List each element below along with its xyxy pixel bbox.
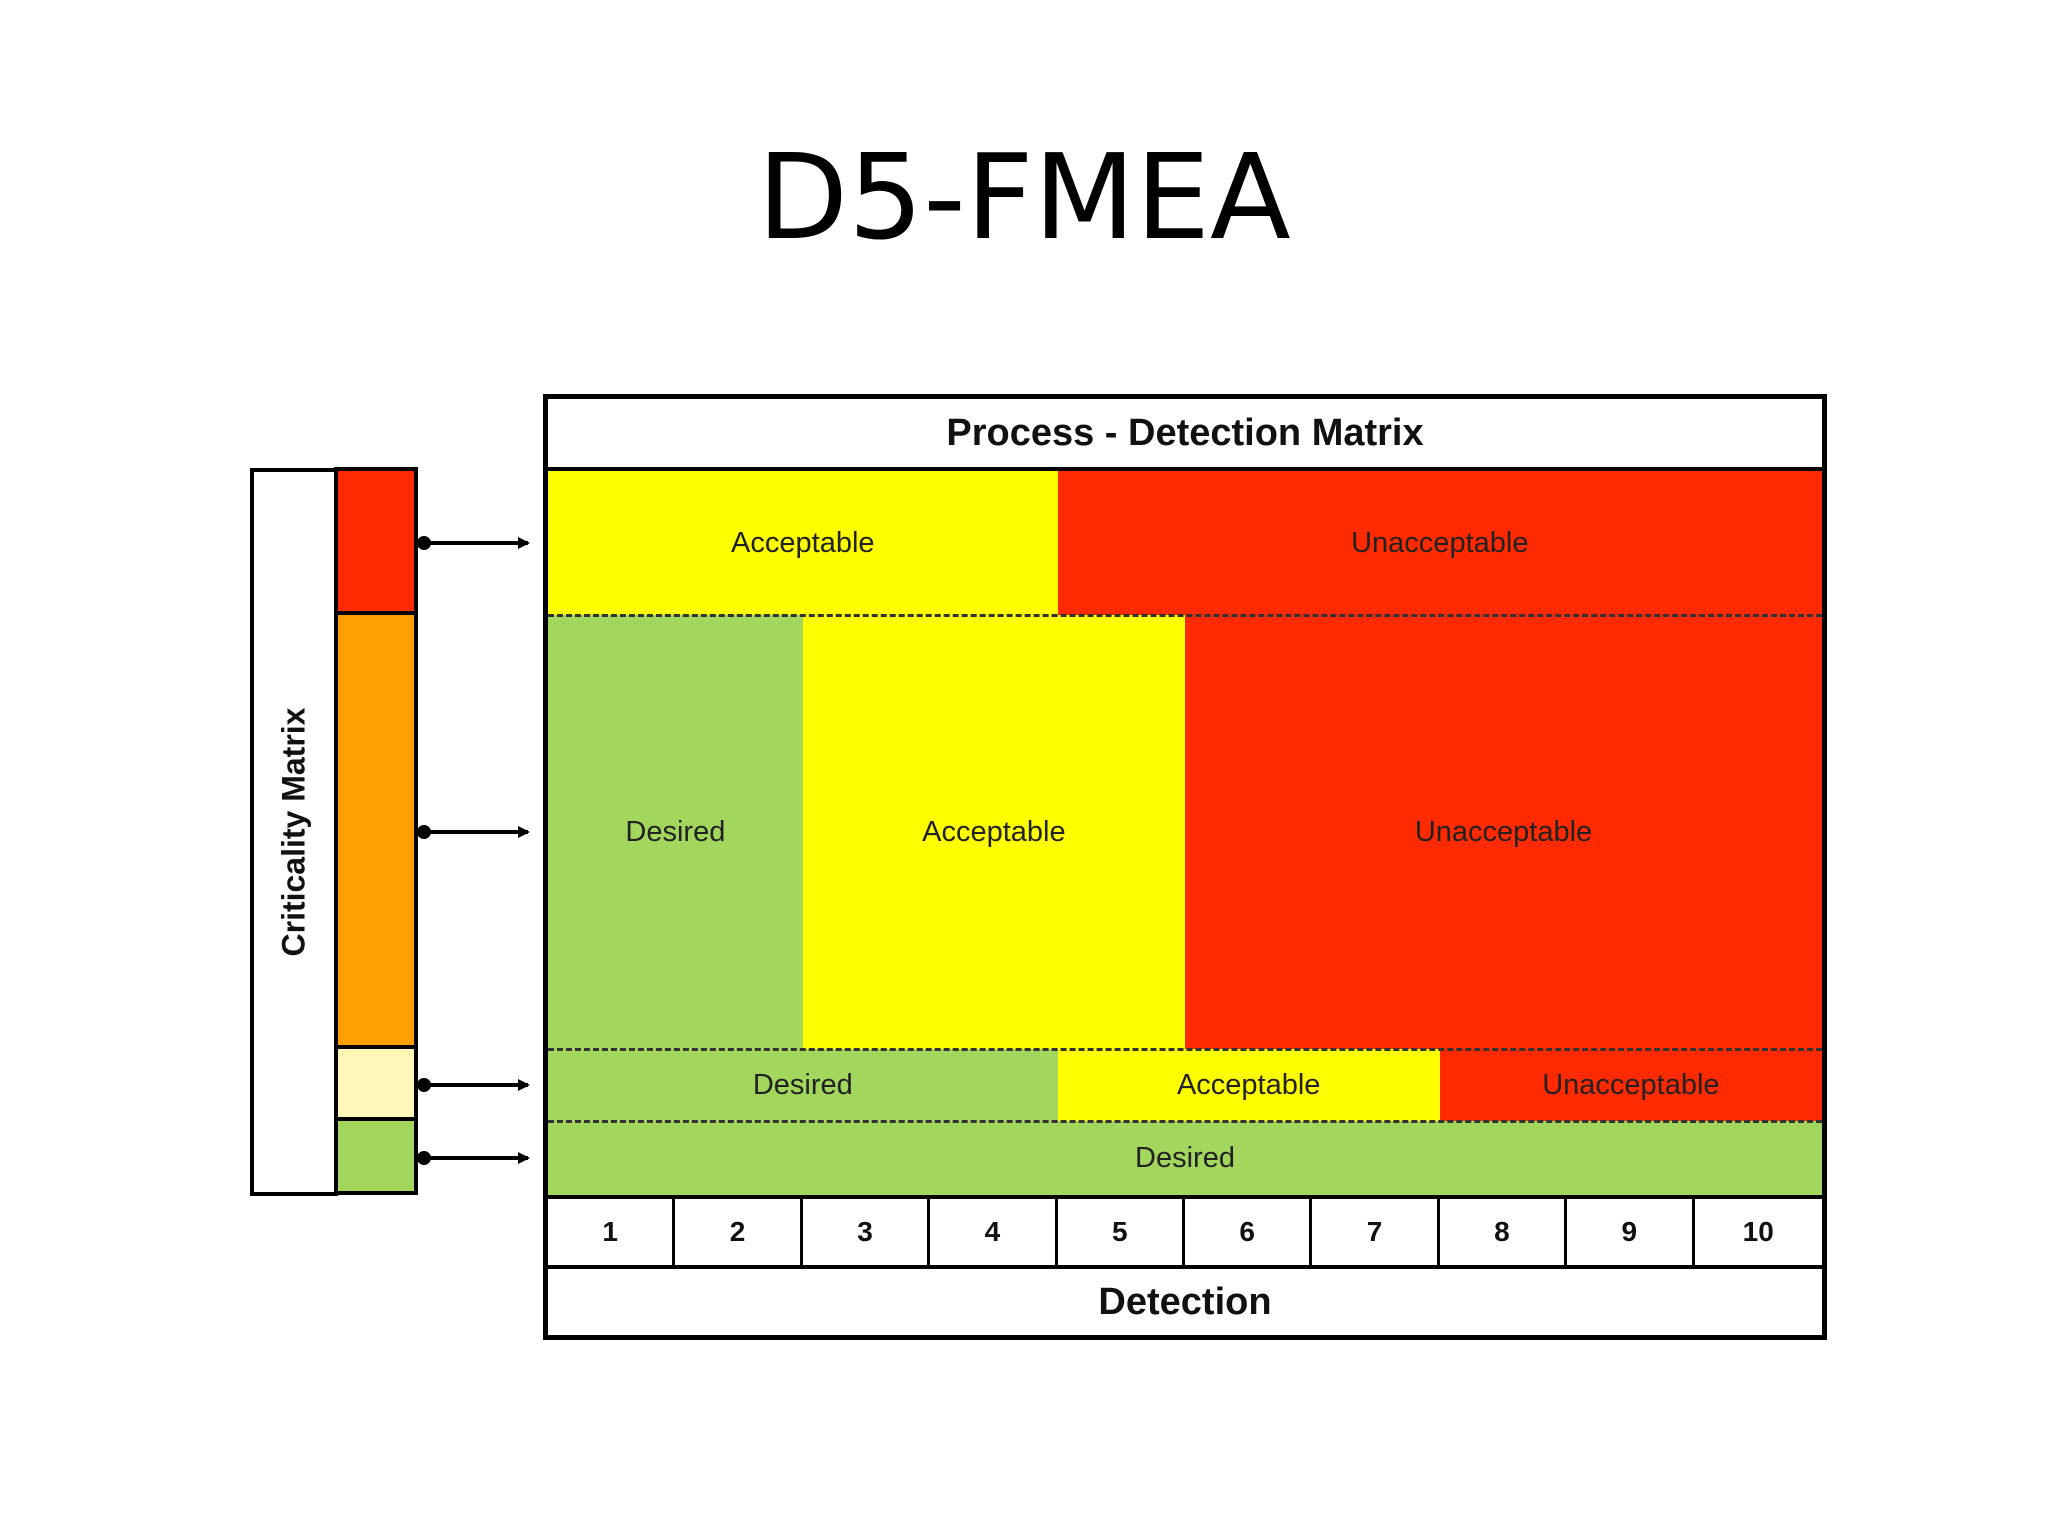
matrix-region-unacceptable: Unacceptable [1057, 471, 1822, 615]
matrix-region-desired: Desired [548, 615, 803, 1049]
detection-value: 8 [1440, 1199, 1568, 1265]
detection-value: 6 [1185, 1199, 1313, 1265]
region-label: Desired [752, 1068, 853, 1101]
row-divider [548, 1120, 1822, 1123]
detection-value: 9 [1567, 1199, 1695, 1265]
matrix-regions: Acceptable Unacceptable Desired Acceptable U… [548, 471, 1822, 1195]
region-label: Desired [625, 815, 726, 848]
detection-value: 3 [803, 1199, 931, 1265]
detection-axis-label: Detection [1098, 1280, 1272, 1323]
region-label: Acceptable [1176, 1068, 1321, 1101]
detection-scale: 1 2 3 4 5 6 7 8 9 10 [548, 1195, 1822, 1269]
matrix-region-acceptable: Acceptable [548, 471, 1058, 615]
row-divider [548, 614, 1822, 617]
matrix-region-desired: Desired [548, 1121, 1822, 1195]
detection-value: 5 [1058, 1199, 1185, 1265]
region-label: Acceptable [922, 815, 1066, 848]
criticality-level-low [334, 1045, 418, 1121]
matrix-region-acceptable: Acceptable [802, 615, 1185, 1049]
detection-value: 7 [1312, 1199, 1440, 1265]
detection-value: 4 [930, 1199, 1058, 1265]
matrix-region-unacceptable: Unacceptable [1439, 1049, 1822, 1121]
matrix-region-acceptable: Acceptable [1057, 1049, 1440, 1121]
criticality-matrix-label-box: Criticality Matrix [250, 468, 338, 1196]
detection-value: 1 [548, 1199, 676, 1265]
region-label: Unacceptable [1351, 526, 1529, 559]
criticality-level-minimal [334, 1117, 418, 1195]
matrix-region-unacceptable: Unacceptable [1185, 615, 1822, 1049]
region-label: Acceptable [731, 526, 875, 559]
matrix-title: Process - Detection Matrix [548, 399, 1822, 471]
region-label: Unacceptable [1414, 815, 1593, 848]
criticality-level-medium [334, 611, 418, 1049]
process-detection-matrix: Process - Detection Matrix Acceptable Una… [543, 394, 1827, 1340]
detection-value: 2 [675, 1199, 803, 1265]
region-label: Desired [1135, 1141, 1235, 1174]
row-divider [548, 1048, 1822, 1051]
slide-title: D5-FMEA [757, 128, 1291, 266]
region-label: Unacceptable [1542, 1068, 1720, 1101]
detection-value: 10 [1742, 1216, 1774, 1247]
matrix-region-desired: Desired [548, 1049, 1058, 1121]
